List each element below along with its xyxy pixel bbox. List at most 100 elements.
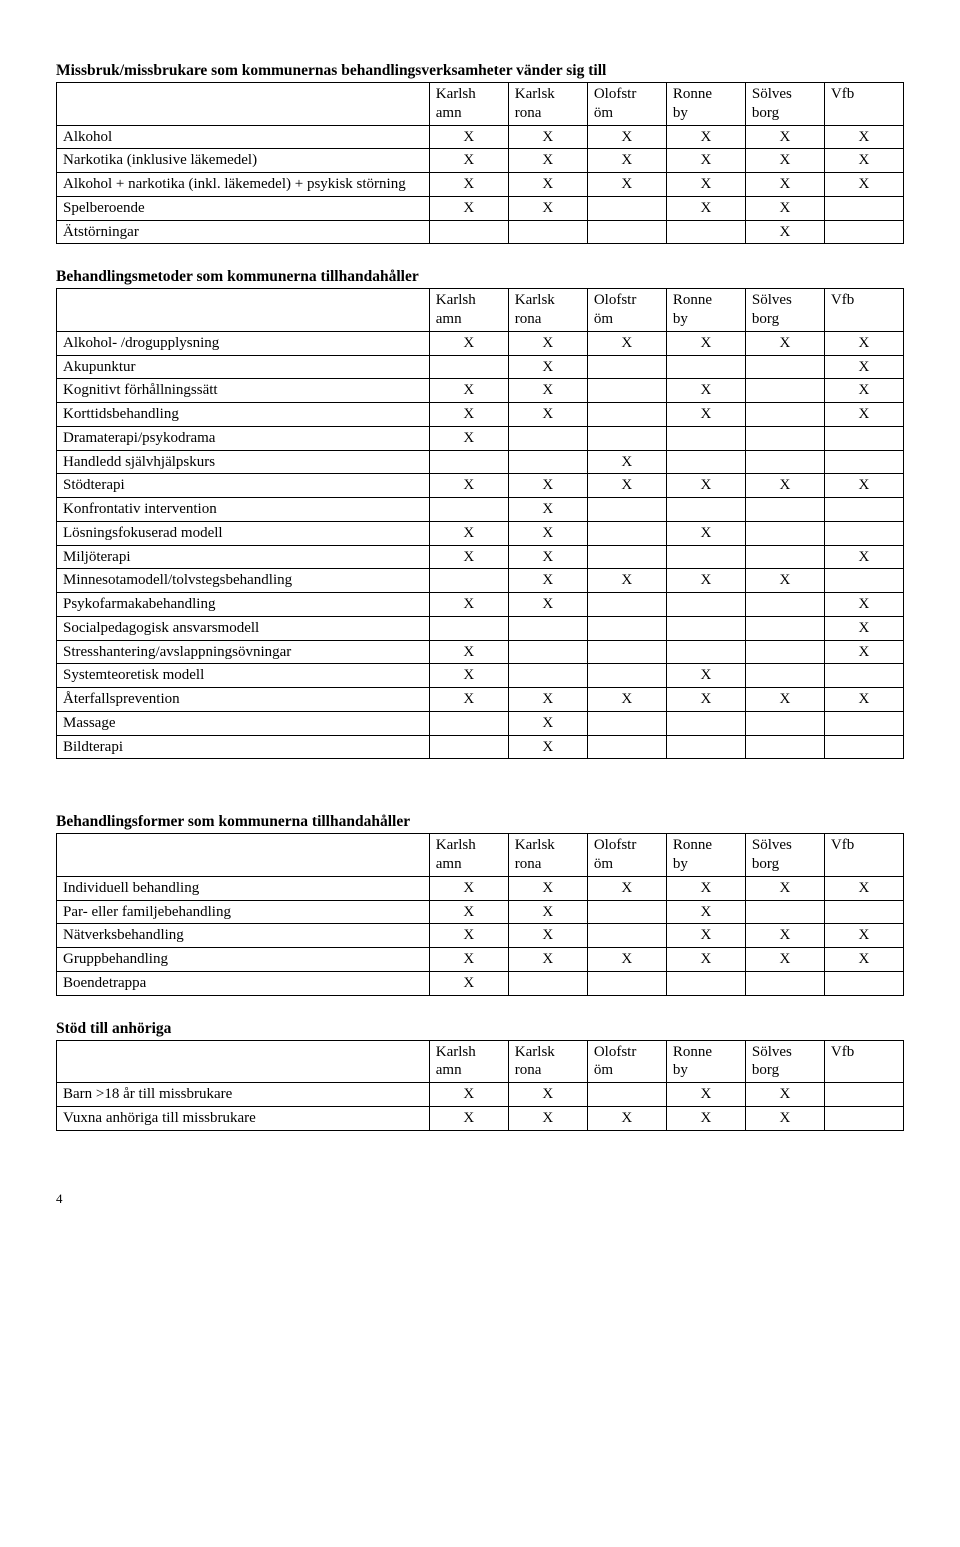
mark-cell: X — [429, 545, 508, 569]
mark-cell — [745, 355, 824, 379]
table-row: Individuell behandlingXXXXXX — [57, 876, 904, 900]
mark-cell: X — [429, 948, 508, 972]
mark-cell: X — [824, 355, 903, 379]
mark-cell — [745, 545, 824, 569]
mark-cell — [587, 498, 666, 522]
row-label: Gruppbehandling — [57, 948, 430, 972]
mark-cell — [587, 735, 666, 759]
mark-cell: X — [587, 1106, 666, 1130]
mark-cell — [587, 711, 666, 735]
table-row: SpelberoendeXXXX — [57, 196, 904, 220]
mark-cell — [824, 220, 903, 244]
row-label: Nätverksbehandling — [57, 924, 430, 948]
mark-cell: X — [508, 948, 587, 972]
mark-cell: X — [824, 403, 903, 427]
mark-cell — [429, 220, 508, 244]
mark-cell — [429, 711, 508, 735]
row-label: Lösningsfokuserad modell — [57, 521, 430, 545]
mark-cell: X — [824, 616, 903, 640]
table-row: Socialpedagogisk ansvarsmodellX — [57, 616, 904, 640]
mark-cell: X — [587, 876, 666, 900]
mark-cell: X — [824, 876, 903, 900]
table-column-header: Vfb — [824, 289, 903, 332]
mark-cell — [587, 220, 666, 244]
mark-cell: X — [824, 948, 903, 972]
mark-cell — [666, 711, 745, 735]
table-row: Handledd självhjälpskursX — [57, 450, 904, 474]
mark-cell: X — [587, 569, 666, 593]
mark-cell: X — [429, 379, 508, 403]
mark-cell: X — [587, 149, 666, 173]
mark-cell — [587, 593, 666, 617]
row-label: Alkohol — [57, 125, 430, 149]
mark-cell: X — [745, 149, 824, 173]
table-header-blank — [57, 834, 430, 877]
mark-cell — [824, 711, 903, 735]
mark-cell — [508, 640, 587, 664]
mark-cell — [587, 355, 666, 379]
data-table: KarlshamnKarlskronaOlofströmRonnebySölve… — [56, 288, 904, 759]
mark-cell: X — [666, 125, 745, 149]
mark-cell: X — [429, 149, 508, 173]
mark-cell: X — [824, 545, 903, 569]
table-row: Kognitivt förhållningssättXXXX — [57, 379, 904, 403]
mark-cell: X — [824, 379, 903, 403]
mark-cell: X — [824, 593, 903, 617]
data-table: KarlshamnKarlskronaOlofströmRonnebySölve… — [56, 1040, 904, 1131]
table-header-blank — [57, 83, 430, 126]
mark-cell — [666, 426, 745, 450]
mark-cell — [587, 196, 666, 220]
mark-cell: X — [429, 331, 508, 355]
mark-cell — [508, 220, 587, 244]
mark-cell: X — [666, 924, 745, 948]
mark-cell — [824, 1083, 903, 1107]
mark-cell — [429, 735, 508, 759]
mark-cell: X — [587, 474, 666, 498]
mark-cell: X — [429, 1083, 508, 1107]
mark-cell: X — [508, 593, 587, 617]
mark-cell: X — [745, 948, 824, 972]
mark-cell — [745, 403, 824, 427]
mark-cell — [429, 569, 508, 593]
mark-cell: X — [508, 173, 587, 197]
mark-cell: X — [824, 173, 903, 197]
mark-cell: X — [508, 1106, 587, 1130]
mark-cell: X — [429, 403, 508, 427]
table-row: BildterapiX — [57, 735, 904, 759]
row-label: Minnesotamodell/tolvstegsbehandling — [57, 569, 430, 593]
mark-cell — [824, 735, 903, 759]
row-label: Boendetrappa — [57, 971, 430, 995]
row-label: Återfallsprevention — [57, 688, 430, 712]
mark-cell — [429, 355, 508, 379]
mark-cell: X — [429, 640, 508, 664]
table-row: BoendetrappaX — [57, 971, 904, 995]
mark-cell: X — [508, 125, 587, 149]
table-column-header: Olofström — [587, 834, 666, 877]
mark-cell: X — [745, 474, 824, 498]
mark-cell: X — [587, 948, 666, 972]
mark-cell — [587, 924, 666, 948]
mark-cell — [587, 664, 666, 688]
mark-cell: X — [429, 971, 508, 995]
table-row: Minnesotamodell/tolvstegsbehandlingXXXX — [57, 569, 904, 593]
mark-cell: X — [508, 521, 587, 545]
mark-cell: X — [745, 876, 824, 900]
mark-cell: X — [745, 173, 824, 197]
mark-cell: X — [508, 924, 587, 948]
mark-cell — [824, 450, 903, 474]
section-title: Behandlingsformer som kommunerna tillhan… — [56, 813, 904, 831]
mark-cell: X — [429, 196, 508, 220]
mark-cell: X — [587, 125, 666, 149]
mark-cell: X — [745, 1106, 824, 1130]
mark-cell: X — [508, 355, 587, 379]
mark-cell — [508, 971, 587, 995]
table-column-header: Karlskrona — [508, 834, 587, 877]
mark-cell: X — [745, 125, 824, 149]
mark-cell: X — [429, 876, 508, 900]
mark-cell — [666, 220, 745, 244]
mark-cell — [587, 379, 666, 403]
data-table: KarlshamnKarlskronaOlofströmRonnebySölve… — [56, 82, 904, 244]
mark-cell — [429, 450, 508, 474]
mark-cell — [666, 545, 745, 569]
mark-cell: X — [508, 196, 587, 220]
